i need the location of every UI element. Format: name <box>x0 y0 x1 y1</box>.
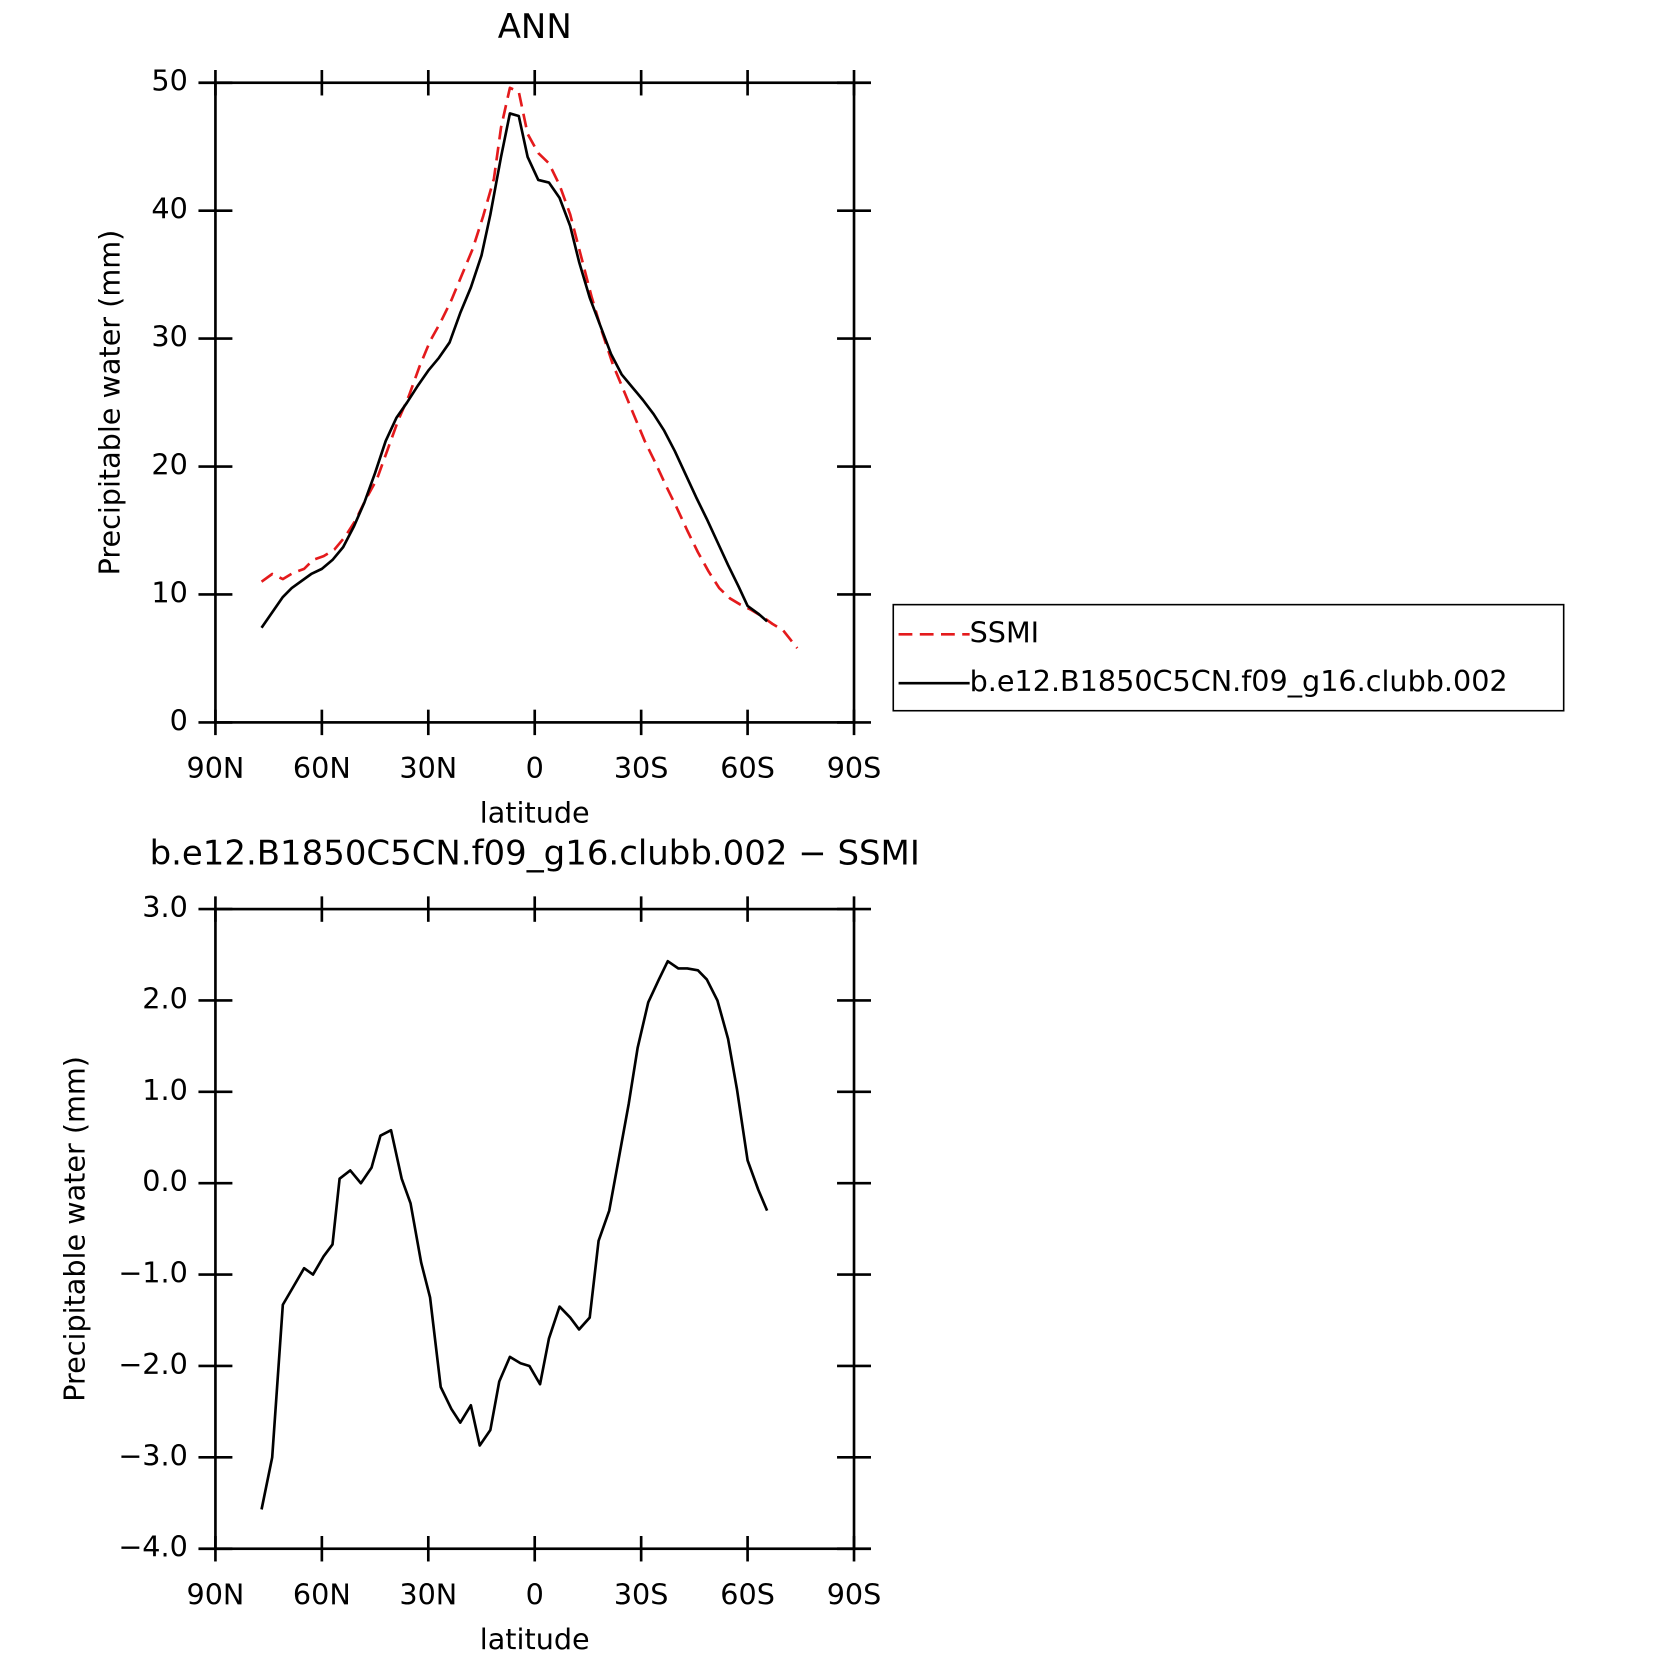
legend-label: b.e12.B1850C5CN.f09_g16.clubb.002 <box>970 664 1508 698</box>
y-tick-label: −2.0 <box>118 1347 188 1381</box>
x-tick-label: 60N <box>293 1577 351 1611</box>
x-tick-label: 90N <box>187 751 245 785</box>
x-tick-label: 60S <box>720 1577 775 1611</box>
x-axis-label: latitude <box>480 796 590 830</box>
x-tick-label: 30N <box>399 1577 457 1611</box>
y-axis-label: Precipitable water (mm) <box>57 1056 91 1402</box>
y-tick-label: 10 <box>151 575 187 609</box>
legend-box <box>892 603 1565 712</box>
y-tick-label: 1.0 <box>142 1073 188 1107</box>
y-tick-label: 0.0 <box>142 1164 188 1198</box>
y-tick-label: 50 <box>151 64 187 98</box>
chart-title: b.e12.B1850C5CN.f09_g16.clubb.002 − SSMI <box>150 833 920 873</box>
y-tick-label: 30 <box>151 320 187 354</box>
x-tick-label: 90N <box>187 1577 245 1611</box>
y-tick-label: 40 <box>151 192 187 226</box>
x-axis-label: latitude <box>480 1622 590 1656</box>
plot-frame <box>214 81 856 724</box>
y-tick-label: 3.0 <box>142 890 188 924</box>
series-line <box>260 112 768 629</box>
plot-frame <box>214 907 856 1551</box>
y-tick-label: 20 <box>151 448 187 482</box>
x-tick-label: 0 <box>526 751 544 785</box>
chart-title: ANN <box>498 7 572 47</box>
y-tick-label: −3.0 <box>118 1438 188 1472</box>
x-tick-label: 90S <box>827 751 882 785</box>
x-tick-label: 30S <box>614 751 669 785</box>
series-line <box>260 86 799 650</box>
y-tick-label: −4.0 <box>118 1530 188 1564</box>
x-tick-label: 30S <box>614 1577 669 1611</box>
y-tick-label: 0 <box>170 703 188 737</box>
y-axis-label: Precipitable water (mm) <box>92 230 126 576</box>
x-tick-label: 60S <box>720 751 775 785</box>
x-tick-label: 30N <box>399 751 457 785</box>
series-line <box>260 959 769 1510</box>
y-tick-label: −1.0 <box>118 1256 188 1290</box>
y-tick-label: 2.0 <box>142 981 188 1015</box>
legend-label: SSMI <box>970 615 1039 649</box>
x-tick-label: 0 <box>526 1577 544 1611</box>
x-tick-label: 90S <box>827 1577 882 1611</box>
x-tick-label: 60N <box>293 751 351 785</box>
